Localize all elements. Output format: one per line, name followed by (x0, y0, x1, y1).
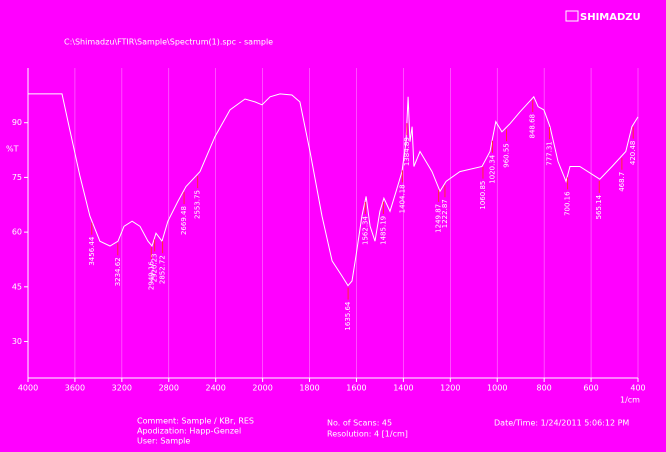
peak-label: 565.14 (595, 194, 603, 219)
peak-label: 3234.62 (114, 257, 122, 286)
spectrum-line (28, 93, 639, 287)
x-tick-label: 1800 (299, 384, 319, 393)
peak-label: 2949.16 (147, 261, 155, 290)
x-tick-label: 1200 (440, 384, 460, 393)
peak-label: 2553.75 (194, 190, 202, 219)
peak-label: 777.31 (545, 141, 553, 166)
peak-label: 2852.72 (159, 255, 167, 284)
peak-label: 1384.89 (403, 137, 411, 166)
peak-label: 1060.85 (479, 181, 487, 210)
x-tick-label: 1400 (393, 384, 413, 393)
footer-text: User: Sample (137, 437, 190, 446)
footer-text: Comment: Sample / KBr, RES (137, 417, 254, 426)
x-tick-label: 600 (583, 384, 598, 393)
x-tick-label: 4000 (18, 384, 38, 393)
peak-label: 420.48 (629, 141, 637, 166)
peak-label: 2669.48 (180, 206, 188, 235)
brand: SHIMADZU (580, 12, 641, 23)
x-tick-label: 2400 (206, 384, 226, 393)
y-axis-label: %T (6, 145, 19, 154)
x-tick-label: 800 (537, 384, 552, 393)
footer-text: Apodization: Happ-Genzel (137, 427, 241, 436)
peak-label: 1249.87 (435, 204, 443, 233)
peak-label: 468.7 (618, 172, 626, 192)
peak-label: 1222.87 (441, 199, 449, 228)
x-tick-label: 3200 (112, 384, 132, 393)
peak-label: 1562.34 (361, 215, 369, 244)
x-axis-label: 1/cm (620, 396, 640, 405)
y-tick-label: 60 (12, 228, 22, 237)
x-tick-label: 3600 (65, 384, 85, 393)
peak-label: 848.68 (529, 114, 537, 139)
peak-label: 1635.64 (344, 301, 352, 330)
footer-text: No. of Scans: 45 (327, 419, 392, 428)
chart-title: C:\Shimadzu\FTIR\Sample\Spectrum(1).spc … (64, 38, 273, 47)
x-tick-label: 2000 (252, 384, 272, 393)
peak-label: 3456.44 (88, 236, 96, 265)
y-tick-label: 30 (12, 337, 22, 346)
y-tick-label: 75 (12, 173, 22, 182)
peak-label: 700.16 (564, 191, 572, 216)
y-tick-label: 90 (12, 118, 22, 127)
y-tick-label: 45 (12, 282, 22, 291)
peak-label: 1020.34 (488, 154, 496, 183)
footer-text: Date/Time: 1/24/2011 5:06:12 PM (494, 419, 629, 428)
x-tick-label: 2800 (159, 384, 179, 393)
peak-label: 1485.19 (379, 216, 387, 245)
peak-label: 960.55 (502, 143, 510, 168)
x-tick-label: 400 (630, 384, 645, 393)
logo-box (565, 10, 579, 22)
peak-label: 2920.23 (151, 253, 159, 282)
x-tick-label: 1000 (487, 384, 507, 393)
peak-label: 1404.18 (398, 184, 406, 213)
x-tick-label: 1600 (346, 384, 366, 393)
footer-text: Resolution: 4 [1/cm] (327, 430, 408, 439)
